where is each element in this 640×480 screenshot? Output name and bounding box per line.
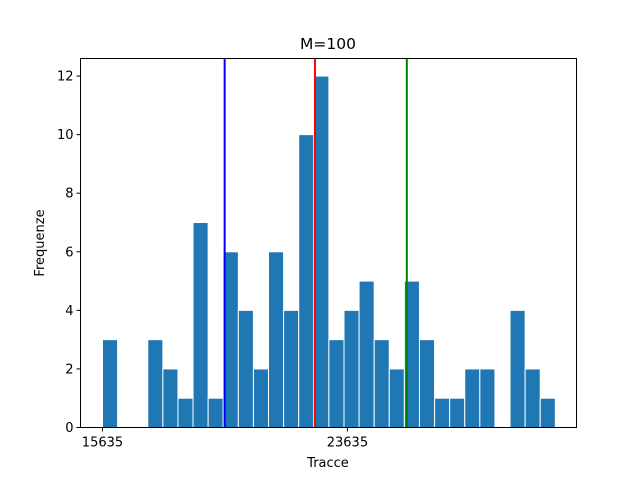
y-tick-label: 0 — [65, 421, 73, 436]
reference-lines-group — [223, 58, 408, 428]
histogram-bar — [252, 368, 270, 428]
histogram-bar — [101, 339, 119, 428]
histogram-bar — [162, 368, 179, 428]
histogram-bar — [464, 368, 481, 428]
histogram-bar — [434, 397, 451, 429]
x-axis-ticks: 15635 23635 — [82, 427, 368, 451]
histogram-bar — [373, 339, 390, 428]
histogram-bar — [177, 397, 194, 429]
histogram-bar — [524, 368, 541, 428]
y-tick-label: 10 — [57, 128, 74, 143]
histogram-bar — [418, 339, 436, 428]
histogram-bar — [147, 339, 164, 428]
histogram-bar — [207, 397, 224, 429]
y-tick-label: 12 — [57, 70, 74, 85]
histogram-bar — [268, 251, 285, 428]
histogram-bar — [388, 368, 405, 428]
x-tick-label: 23635 — [327, 436, 368, 451]
y-tick-label: 6 — [65, 245, 73, 260]
histogram-bar — [237, 309, 254, 429]
histogram-bar — [343, 309, 360, 429]
histogram-bar — [449, 397, 466, 429]
plot-frame — [80, 58, 577, 428]
histogram-bar — [328, 339, 345, 428]
histogram-bar — [539, 397, 556, 429]
histogram-bar — [358, 280, 375, 429]
histogram-bar — [313, 75, 330, 428]
histogram-bar — [479, 368, 496, 428]
x-axis-label: Tracce — [306, 456, 349, 471]
y-tick-label: 4 — [65, 304, 73, 319]
y-axis-ticks: 0 2 4 6 8 10 12 — [57, 70, 81, 436]
y-tick-label: 2 — [65, 362, 73, 377]
y-tick-label: 8 — [65, 187, 73, 202]
histogram-bar — [192, 222, 209, 428]
x-tick-label: 15635 — [82, 436, 123, 451]
histogram-bar — [509, 309, 526, 429]
y-axis-label: Frequenze — [33, 209, 48, 276]
histogram-bar — [298, 134, 315, 428]
histogram-bar — [283, 309, 300, 429]
chart-title: M=100 — [300, 35, 356, 53]
